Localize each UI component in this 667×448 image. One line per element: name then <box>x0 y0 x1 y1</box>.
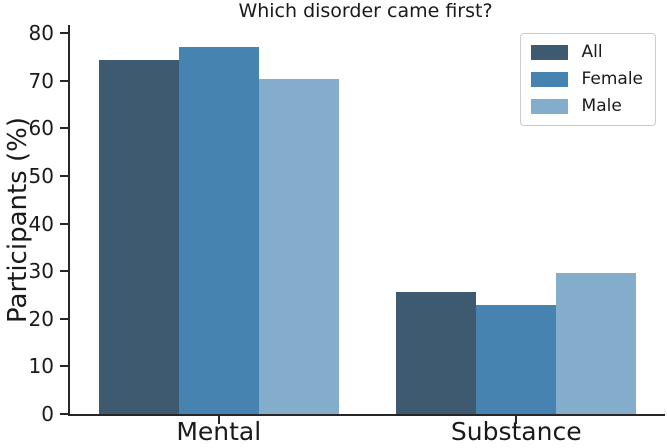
y-tick-label-0: 0 <box>41 402 54 426</box>
legend-swatch-male <box>530 99 568 114</box>
y-tick-mark-70 <box>60 79 68 82</box>
plot-area: 0 10 20 30 40 50 60 70 80 Mental Substance <box>29 23 665 445</box>
legend-row-all: All <box>530 42 643 62</box>
y-tick-mark-10 <box>60 365 68 368</box>
y-tick-mark-80 <box>60 32 68 35</box>
bar-mental-male <box>258 78 339 414</box>
legend-label-all: All <box>581 42 603 62</box>
bar-substance-female <box>476 304 557 414</box>
legend-swatch-female <box>530 72 568 87</box>
legend-row-male: Male <box>530 96 643 116</box>
chart-title: Which disorder came first? <box>238 0 493 22</box>
bar-mental-all <box>98 60 179 414</box>
y-tick-mark-20 <box>60 317 68 320</box>
y-tick-label-40: 40 <box>28 211 54 236</box>
y-tick-label-80: 80 <box>28 21 54 46</box>
y-tick-label-10: 10 <box>28 354 54 379</box>
legend-label-female: Female <box>581 69 643 89</box>
y-tick-mark-40 <box>60 222 68 225</box>
y-tick-mark-30 <box>60 270 68 273</box>
y-tick-label-20: 20 <box>28 306 54 331</box>
bar-substance-all <box>396 291 477 414</box>
legend: All Female Male <box>519 33 656 126</box>
y-tick-label-50: 50 <box>28 163 54 188</box>
x-tick-label-mental: Mental <box>176 417 262 446</box>
legend-row-female: Female <box>530 69 643 89</box>
y-tick-label-60: 60 <box>28 116 54 141</box>
x-tick-label-substance: Substance <box>450 417 582 446</box>
y-tick-mark-60 <box>60 127 68 130</box>
x-tick-mark-mental <box>217 416 220 424</box>
x-tick-mark-substance <box>515 416 518 424</box>
bar-mental-female <box>178 47 259 414</box>
legend-swatch-all <box>530 45 568 60</box>
y-tick-label-30: 30 <box>28 259 54 284</box>
y-tick-mark-0 <box>60 413 68 415</box>
y-tick-label-70: 70 <box>28 68 54 93</box>
y-tick-mark-50 <box>60 174 68 177</box>
bar-substance-male <box>556 273 637 414</box>
legend-label-male: Male <box>581 96 622 116</box>
